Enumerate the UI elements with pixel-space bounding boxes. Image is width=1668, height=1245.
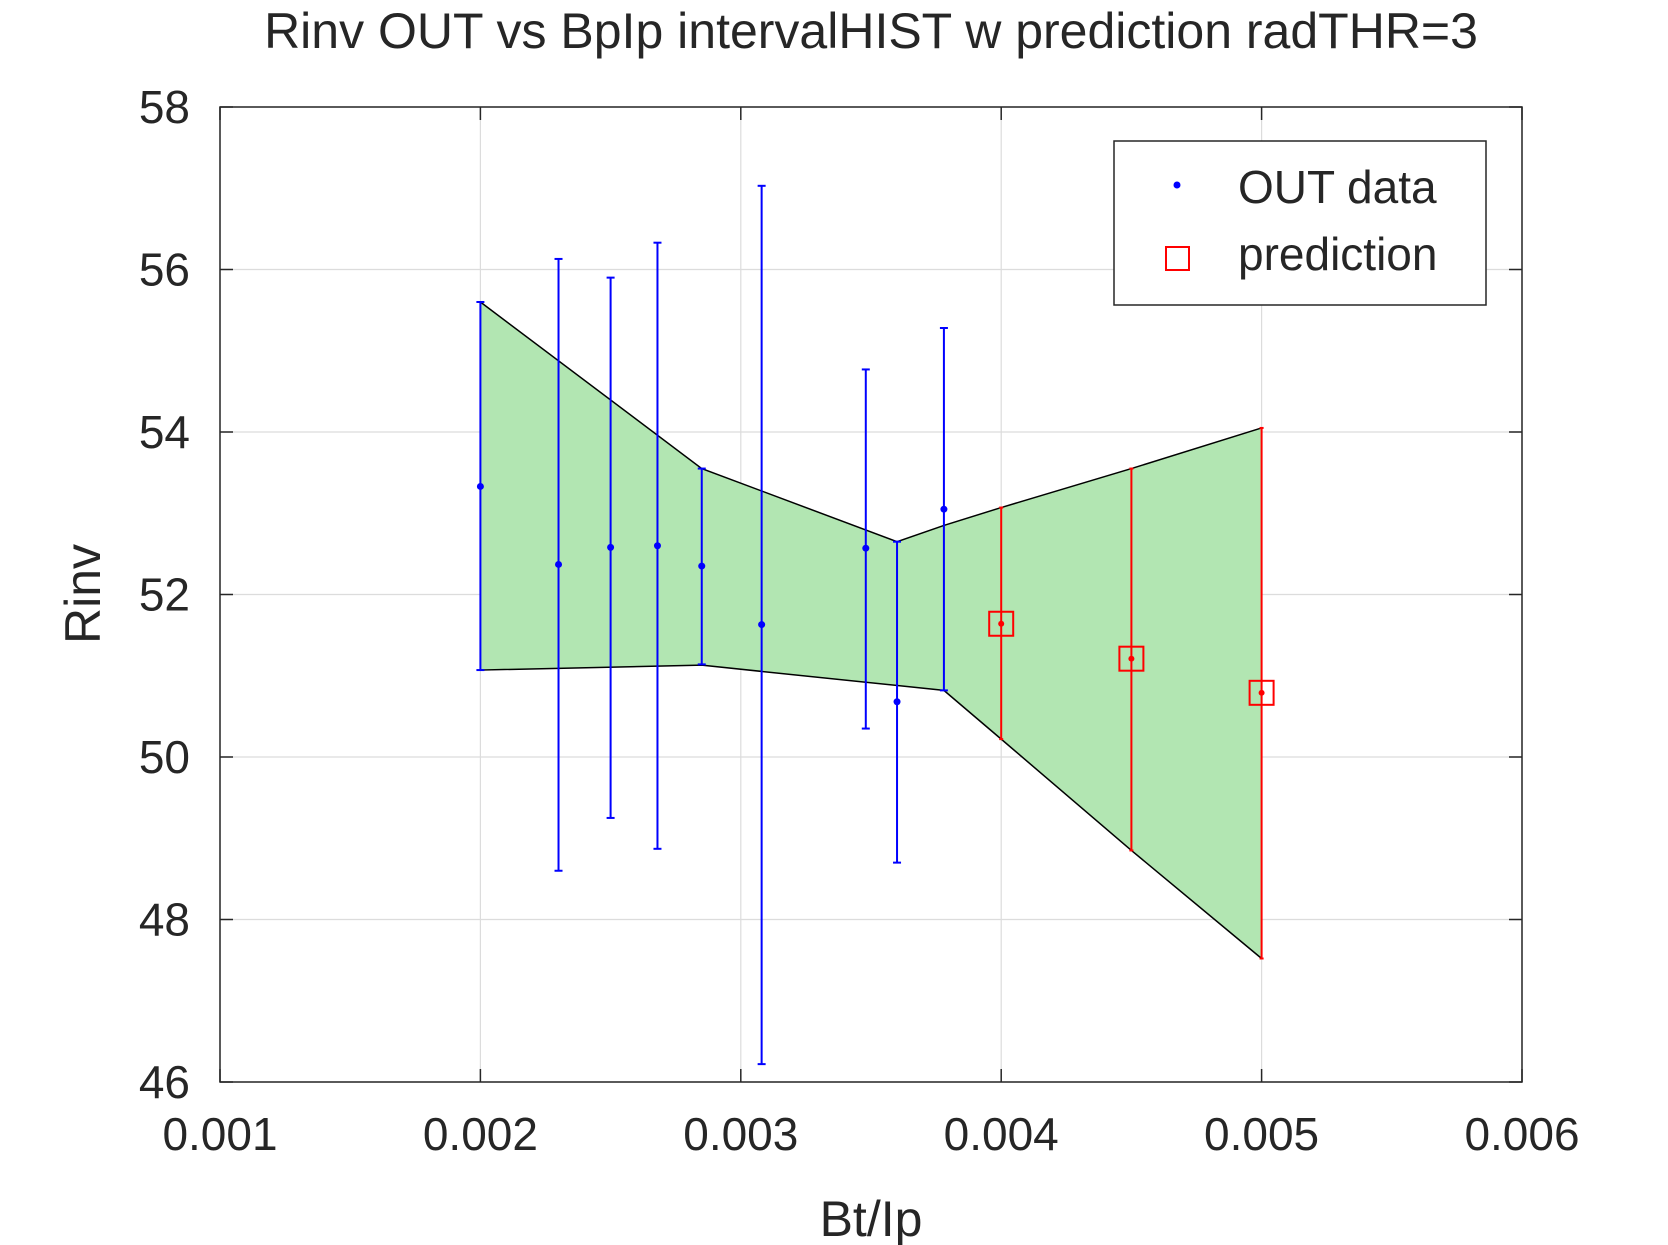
series: [476, 184, 1275, 1066]
axis-ticks: 0.001 0.002 0.003 0.004 0.005 0.006 46 48 50 52 54…: [139, 81, 1580, 1160]
chart-title: Rinv OUT vs BpIp intervalHIST w predicti…: [264, 3, 1478, 59]
out-data-point: [476, 482, 484, 490]
y-tick-label: 50: [139, 731, 190, 783]
legend: OUT data prediction: [1113, 140, 1487, 306]
out-data-point: [862, 544, 870, 552]
legend-prediction-label: prediction: [1238, 228, 1437, 280]
y-tick-label: 58: [139, 81, 190, 133]
band-lower-edge: [480, 664, 1263, 960]
out-data-point: [607, 543, 615, 551]
y-tick-label: 54: [139, 406, 190, 458]
out-data-point: [555, 560, 563, 568]
prediction-marker: [988, 610, 1015, 637]
x-tick-label: 0.004: [944, 1108, 1059, 1160]
x-tick-label: 0.003: [683, 1108, 798, 1160]
out-data-point: [758, 621, 766, 629]
prediction-point: [1128, 655, 1135, 662]
out-data-point: [893, 698, 901, 706]
legend-prediction-marker: [1165, 246, 1190, 271]
x-tick-label: 0.006: [1464, 1108, 1579, 1160]
y-tick-label: 46: [139, 1056, 190, 1108]
out-data-point: [698, 562, 706, 570]
prediction-point: [1258, 689, 1265, 696]
prediction-point: [998, 620, 1005, 627]
y-axis-label: Rinv: [55, 544, 111, 644]
out-data-point: [653, 542, 661, 550]
prediction-marker: [1118, 645, 1145, 672]
prediction-marker: [1248, 679, 1275, 706]
out-data-point: [940, 505, 948, 513]
legend-out-data-marker: [1173, 181, 1181, 189]
legend-box: [1113, 140, 1487, 306]
legend-out-data-label: OUT data: [1238, 161, 1437, 213]
x-tick-label: 0.002: [423, 1108, 538, 1160]
x-axis-label: Bt/Ip: [820, 1191, 923, 1245]
x-tick-label: 0.005: [1204, 1108, 1319, 1160]
x-tick-label: 0.001: [162, 1108, 277, 1160]
y-tick-label: 52: [139, 569, 190, 621]
y-tick-label: 56: [139, 244, 190, 296]
y-tick-label: 48: [139, 894, 190, 946]
